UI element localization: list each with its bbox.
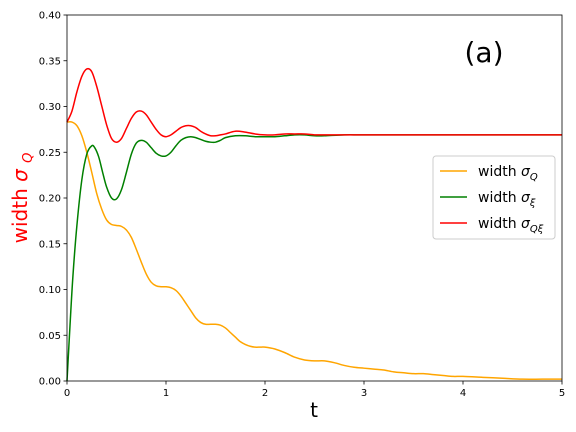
y-tick-label: 0.05 xyxy=(39,331,61,342)
series-layer xyxy=(66,67,562,382)
x-tick-label: 4 xyxy=(460,388,466,399)
y-tick-label: 0.35 xyxy=(39,56,61,67)
y-tick-label: 0.40 xyxy=(39,11,61,22)
y-tick-label: 0.30 xyxy=(39,102,61,113)
series-line-xi xyxy=(66,134,562,382)
y-axis-label-subscript: Q xyxy=(21,153,36,163)
legend-label-q: width σQ xyxy=(478,164,538,183)
x-axis: 0 1 2 3 4 5 xyxy=(64,381,565,399)
y-tick-label: 0.20 xyxy=(39,194,61,205)
x-tick-label: 5 xyxy=(559,388,565,399)
x-tick-label: 3 xyxy=(361,388,367,399)
legend: width σQ width σξ width σQξ xyxy=(432,155,556,240)
x-tick-label: 1 xyxy=(163,388,169,399)
y-tick-label: 0.10 xyxy=(39,285,61,296)
y-tick-label: 0.00 xyxy=(39,377,61,388)
series-line-q xyxy=(66,121,562,380)
x-axis-label: t xyxy=(310,398,318,422)
legend-entries: width σQ width σξ width σQξ xyxy=(440,164,544,235)
legend-label-xi: width σξ xyxy=(478,190,536,209)
y-axis-label-word: width xyxy=(8,182,32,243)
chart-annotation: (a) xyxy=(464,36,503,69)
x-tick-label: 0 xyxy=(64,388,70,399)
legend-label-qxi: width σQξ xyxy=(478,216,544,235)
x-tick-label: 2 xyxy=(262,388,268,399)
legend-box xyxy=(432,155,556,240)
y-axis-label-sigma: σ xyxy=(8,168,32,182)
y-tick-label: 0.15 xyxy=(39,239,61,250)
y-axis-label: width σ Q xyxy=(8,153,36,244)
y-tick-label: 0.25 xyxy=(39,148,61,159)
series-line-qxi xyxy=(66,67,562,143)
y-axis: 0.00 0.05 0.10 0.15 0.20 0.25 0.30 0.35 0.40 xyxy=(39,11,67,388)
